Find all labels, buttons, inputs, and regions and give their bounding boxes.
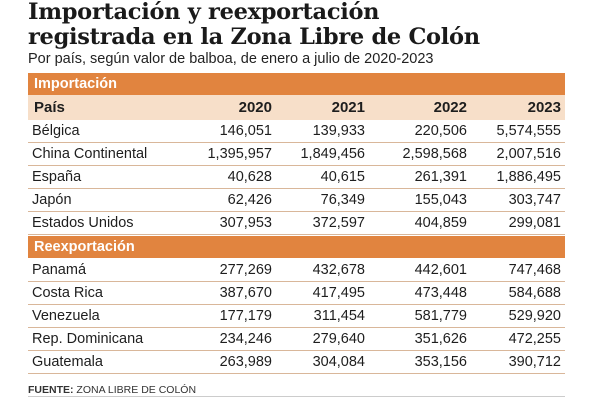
source-label: FUENTE:	[28, 384, 74, 396]
value-cell: 155,043	[414, 192, 467, 208]
title-line-2: registrada en la Zona Libre de Colón	[28, 24, 480, 50]
header-year-2023: 2023	[527, 99, 561, 116]
value-cell: 303,747	[508, 192, 561, 208]
section-reexportacion: Reexportación	[28, 236, 565, 258]
value-cell: 432,678	[312, 262, 365, 278]
table-row: España 40,628 40,615 261,391 1,886,495	[28, 166, 565, 189]
value-cell: 473,448	[414, 285, 467, 301]
source-note: FUENTE: ZONA LIBRE DE COLÓN	[28, 384, 196, 396]
value-cell: 387,670	[219, 285, 272, 301]
value-cell: 351,626	[414, 331, 467, 347]
value-cell: 62,426	[227, 192, 272, 208]
value-cell: 1,849,456	[300, 146, 365, 162]
section-importacion: Importación	[28, 73, 565, 95]
table-row: Japón 62,426 76,349 155,043 303,747	[28, 189, 565, 212]
value-cell: 2,598,568	[402, 146, 467, 162]
table-row: China Continental 1,395,957 1,849,456 2,598…	[28, 143, 565, 166]
value-cell: 277,269	[219, 262, 272, 278]
table-row: Bélgica 146,051 139,933 220,506 5,574,555	[28, 120, 565, 143]
value-cell: 1,886,495	[496, 169, 561, 185]
table-row: Venezuela 177,179 311,454 581,779 529,920	[28, 305, 565, 328]
value-cell: 261,391	[414, 169, 467, 185]
value-cell: 177,179	[219, 308, 272, 324]
value-cell: 234,246	[219, 331, 272, 347]
value-cell: 40,628	[227, 169, 272, 185]
table-row: Costa Rica 387,670 417,495 473,448 584,688	[28, 282, 565, 305]
country-name: Estados Unidos	[32, 215, 134, 231]
value-cell: 747,468	[508, 262, 561, 278]
country-name: Japón	[32, 192, 72, 208]
value-cell: 584,688	[508, 285, 561, 301]
value-cell: 146,051	[219, 123, 272, 139]
subtitle: Por país, según valor de balboa, de ener…	[28, 51, 434, 67]
value-cell: 279,640	[312, 331, 365, 347]
value-cell: 299,081	[508, 215, 561, 231]
title-line-1: Importación y reexportación	[28, 0, 380, 25]
table-header-row: País 2020 2021 2022 2023	[28, 95, 565, 120]
country-name: Rep. Dominicana	[32, 331, 144, 347]
value-cell: 1,395,957	[207, 146, 272, 162]
value-cell: 76,349	[320, 192, 365, 208]
value-cell: 311,454	[313, 308, 365, 324]
country-name: Guatemala	[32, 354, 103, 370]
value-cell: 372,597	[312, 215, 365, 231]
header-year-2021: 2021	[331, 99, 365, 116]
value-cell: 404,859	[414, 215, 467, 231]
value-cell: 5,574,555	[496, 123, 561, 139]
value-cell: 220,506	[414, 123, 467, 139]
value-cell: 139,933	[312, 123, 365, 139]
value-cell: 353,156	[414, 354, 467, 370]
value-cell: 2,007,516	[496, 146, 561, 162]
table-row: Panamá 277,269 432,678 442,601 747,468	[28, 259, 565, 282]
value-cell: 581,779	[414, 308, 467, 324]
value-cell: 304,084	[312, 354, 365, 370]
country-name: Bélgica	[32, 123, 80, 139]
table-row: Guatemala 263,989 304,084 353,156 390,712	[28, 351, 565, 374]
value-cell: 307,953	[219, 215, 272, 231]
country-name: Venezuela	[32, 308, 100, 324]
source-text: ZONA LIBRE DE COLÓN	[76, 384, 197, 396]
country-name: Costa Rica	[32, 285, 103, 301]
table-row: Rep. Dominicana 234,246 279,640 351,626 472,…	[28, 328, 565, 351]
country-name: Panamá	[32, 262, 87, 278]
value-cell: 529,920	[508, 308, 561, 324]
value-cell: 417,495	[312, 285, 365, 301]
country-name: España	[32, 169, 82, 185]
value-cell: 263,989	[219, 354, 272, 370]
header-year-2022: 2022	[433, 99, 467, 116]
value-cell: 442,601	[414, 262, 467, 278]
chart-title: Importación y reexportación registrada e…	[28, 0, 583, 50]
table-row: Estados Unidos 307,953 372,597 404,859 299,0…	[28, 212, 565, 235]
country-name: China Continental	[32, 146, 148, 162]
footer-divider	[28, 396, 565, 397]
header-year-2020: 2020	[238, 99, 272, 116]
header-pais: País	[34, 99, 65, 116]
value-cell: 40,615	[320, 169, 365, 185]
value-cell: 472,255	[508, 331, 561, 347]
value-cell: 390,712	[508, 354, 561, 370]
